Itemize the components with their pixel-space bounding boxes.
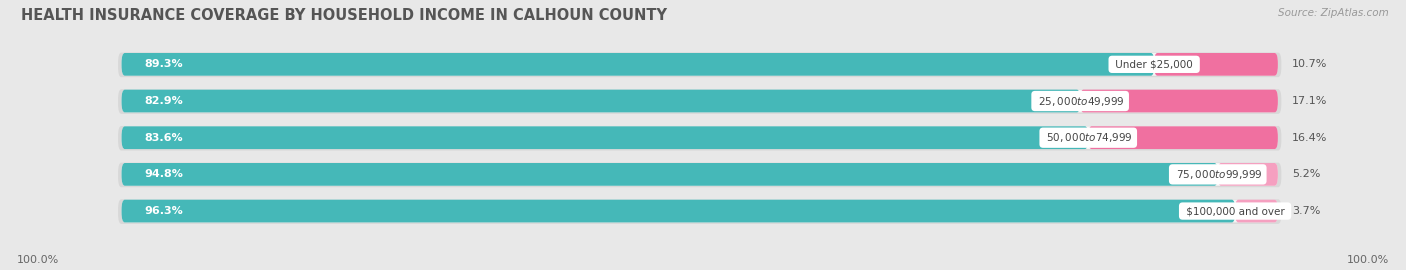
Text: 83.6%: 83.6% — [145, 133, 183, 143]
FancyBboxPatch shape — [1080, 90, 1278, 112]
FancyBboxPatch shape — [1088, 126, 1278, 149]
Text: 10.7%: 10.7% — [1292, 59, 1327, 69]
FancyBboxPatch shape — [121, 200, 1278, 222]
FancyBboxPatch shape — [118, 53, 1281, 77]
Text: $25,000 to $49,999: $25,000 to $49,999 — [1035, 94, 1125, 107]
Text: HEALTH INSURANCE COVERAGE BY HOUSEHOLD INCOME IN CALHOUN COUNTY: HEALTH INSURANCE COVERAGE BY HOUSEHOLD I… — [21, 8, 666, 23]
FancyBboxPatch shape — [121, 53, 1154, 76]
FancyBboxPatch shape — [118, 89, 1281, 114]
FancyBboxPatch shape — [118, 163, 1281, 187]
FancyBboxPatch shape — [121, 163, 1218, 186]
FancyBboxPatch shape — [121, 163, 1278, 186]
FancyBboxPatch shape — [121, 126, 1088, 149]
Text: Under $25,000: Under $25,000 — [1112, 59, 1197, 69]
Text: $50,000 to $74,999: $50,000 to $74,999 — [1043, 131, 1133, 144]
Text: Source: ZipAtlas.com: Source: ZipAtlas.com — [1278, 8, 1389, 18]
FancyBboxPatch shape — [121, 200, 1234, 222]
FancyBboxPatch shape — [118, 126, 1281, 151]
Text: 82.9%: 82.9% — [145, 96, 183, 106]
FancyBboxPatch shape — [121, 126, 1278, 149]
Text: 16.4%: 16.4% — [1292, 133, 1327, 143]
Text: 5.2%: 5.2% — [1292, 169, 1320, 179]
Text: $100,000 and over: $100,000 and over — [1182, 206, 1288, 216]
Text: 17.1%: 17.1% — [1292, 96, 1327, 106]
FancyBboxPatch shape — [121, 90, 1080, 112]
FancyBboxPatch shape — [121, 53, 1278, 76]
FancyBboxPatch shape — [118, 199, 1281, 224]
Text: $75,000 to $99,999: $75,000 to $99,999 — [1173, 168, 1263, 181]
Text: 3.7%: 3.7% — [1292, 206, 1320, 216]
Text: 100.0%: 100.0% — [1347, 255, 1389, 265]
Text: 96.3%: 96.3% — [145, 206, 183, 216]
FancyBboxPatch shape — [1218, 163, 1278, 186]
FancyBboxPatch shape — [121, 90, 1278, 112]
Text: 89.3%: 89.3% — [145, 59, 183, 69]
Text: 100.0%: 100.0% — [17, 255, 59, 265]
Text: 94.8%: 94.8% — [145, 169, 184, 179]
FancyBboxPatch shape — [1234, 200, 1278, 222]
FancyBboxPatch shape — [1154, 53, 1278, 76]
